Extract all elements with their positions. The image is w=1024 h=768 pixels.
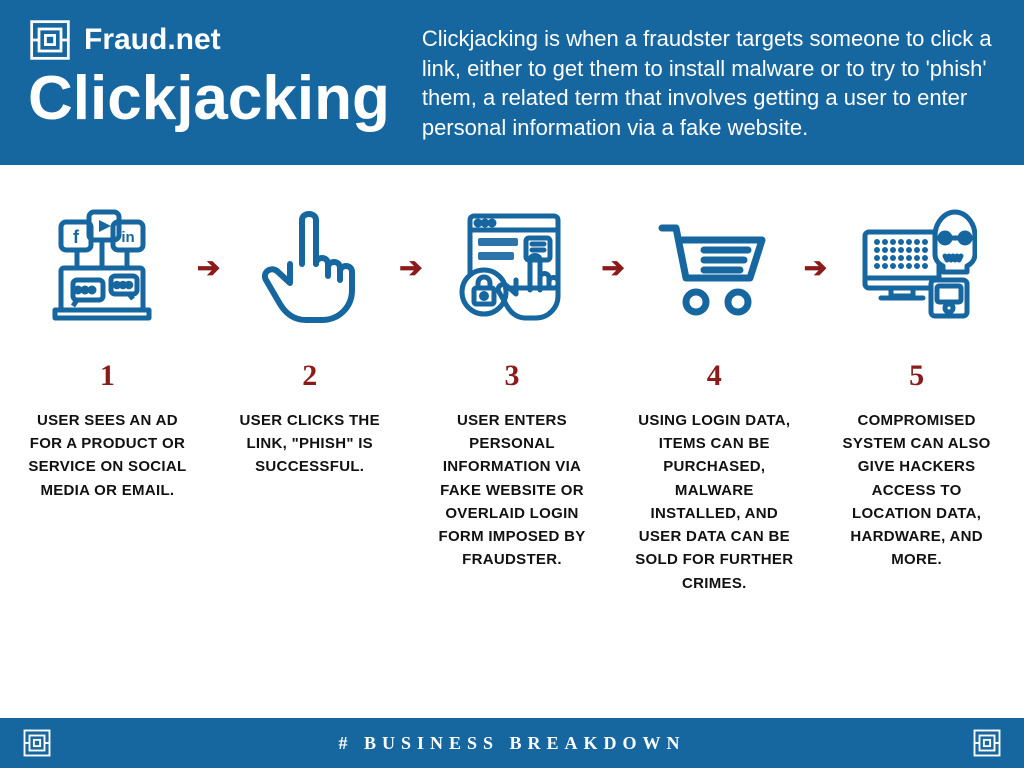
arrow-icon: ➔ [197,201,220,284]
arrow-icon: ➔ [399,201,422,284]
step-text: User sees an ad for a product or service… [24,409,191,502]
step-4: 4 Using login data, items can be purchas… [631,201,798,595]
description: Clickjacking is when a fraudster targets… [422,18,996,143]
step-3: 3 User enters personal information via f… [429,201,596,572]
page-title: Clickjacking [28,68,390,130]
step-text: Using login data, items can be purchased… [631,409,798,595]
arrow-icon: ➔ [601,201,624,284]
step-number: 2 [302,359,317,393]
step-icon-wrap [226,201,393,331]
pointer-hand-icon [250,206,370,326]
step-icon-wrap: f in [24,201,191,331]
step-text: User enters personal information via fak… [429,409,596,572]
header-left: Fraud.net Clickjacking [28,18,390,130]
step-1: f in 1 User sees an ad for a product or … [24,201,191,502]
step-icon-wrap [631,201,798,331]
step-icon-wrap [833,201,1000,331]
shopping-cart-icon [654,206,774,326]
steps-row: f in 1 User sees an ad for a product or … [0,165,1024,605]
brand-name: Fraud.net [84,23,221,57]
maze-square-icon [28,18,72,62]
step-number: 3 [505,359,520,393]
footer: # BUSINESS BREAKDOWN [0,718,1024,768]
arrow-icon: ➔ [804,201,827,284]
hacker-computer-icon [857,206,977,326]
step-2: 2 User clicks the link, "phish" is succe… [226,201,393,479]
maze-square-icon [972,728,1002,758]
step-number: 1 [100,359,115,393]
header: Fraud.net Clickjacking Clickjacking is w… [0,0,1024,165]
step-text: User clicks the link, "phish" is success… [226,409,393,479]
svg-text:in: in [122,229,135,246]
step-number: 5 [909,359,924,393]
footer-text: # BUSINESS BREAKDOWN [338,733,685,754]
svg-text:f: f [73,227,80,247]
step-icon-wrap [429,201,596,331]
step-number: 4 [707,359,722,393]
brand-row: Fraud.net [28,18,390,62]
browser-lock-hand-icon [452,206,572,326]
maze-square-icon [22,728,52,758]
step-text: Compromised system can also give hackers… [833,409,1000,572]
social-laptop-icon: f in [47,206,167,326]
step-5: 5 Compromised system can also give hacke… [833,201,1000,572]
